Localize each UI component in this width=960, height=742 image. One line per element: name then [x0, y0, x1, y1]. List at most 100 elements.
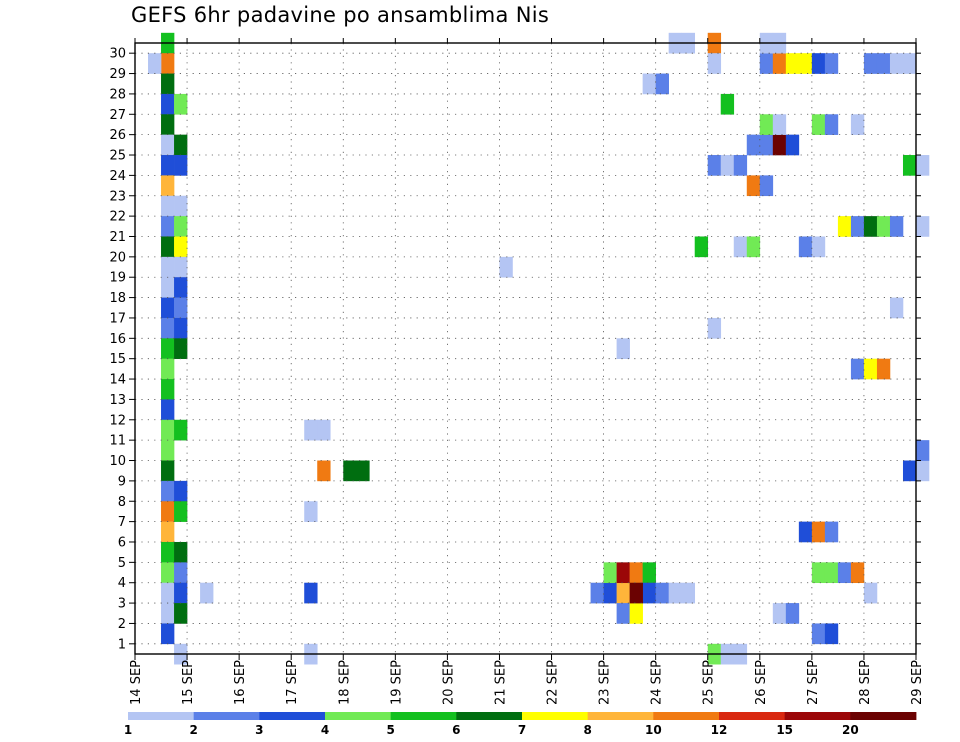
heatmap-cell: [174, 256, 188, 278]
heatmap-cell: [772, 114, 787, 135]
heatmap-cell: [863, 582, 878, 604]
x-tick-label: 14 SEP: [129, 660, 144, 705]
heatmap-cell: [916, 440, 930, 461]
heatmap-cell: [850, 114, 865, 135]
heatmap-cell: [161, 195, 175, 217]
x-tick-label: 27 SEP: [806, 660, 821, 705]
y-tick-label: 14: [109, 373, 126, 388]
colorbar-swatch: [456, 712, 523, 720]
heatmap-cell: [148, 53, 162, 74]
y-tick-label: 27: [109, 108, 126, 123]
y-tick-label: 8: [118, 495, 126, 510]
heatmap-cell: [161, 358, 175, 380]
heatmap-cell: [850, 358, 865, 380]
heatmap-cell: [174, 134, 188, 156]
x-tick-label: 29 SEP: [910, 660, 925, 705]
heatmap-cell: [161, 277, 175, 298]
heatmap-cell: [772, 134, 787, 156]
x-tick-label: 26 SEP: [754, 660, 769, 705]
heatmap-cell: [811, 114, 826, 135]
heatmap-cell: [200, 582, 214, 604]
heatmap-cell: [772, 53, 787, 74]
heatmap-cell: [174, 317, 188, 339]
heatmap-cell: [759, 53, 774, 74]
heatmap-cell: [642, 562, 656, 584]
heatmap-cell: [916, 155, 930, 176]
heatmap-cell: [174, 419, 188, 441]
colorbar-swatch: [522, 712, 589, 720]
heatmap-cell: [850, 562, 865, 584]
heatmap-cell: [616, 582, 630, 604]
y-tick-label: 6: [118, 535, 126, 550]
y-tick-label: 10: [109, 454, 126, 469]
heatmap-cell: [174, 480, 188, 502]
x-tick-label: 15 SEP: [181, 660, 196, 705]
colorbar-label: 7: [518, 723, 526, 737]
colorbar-swatch: [128, 712, 195, 720]
heatmap-cell: [668, 582, 682, 604]
heatmap-cell: [174, 603, 188, 624]
heatmap-cell: [798, 53, 813, 74]
heatmap-cell: [811, 562, 826, 584]
heatmap-cell: [629, 562, 643, 584]
heatmap-cell: [759, 175, 774, 197]
heatmap-cell: [356, 460, 370, 482]
colorbar-label: 1: [124, 723, 132, 737]
y-tick-label: 18: [109, 291, 126, 306]
heatmap-cell: [785, 603, 800, 624]
x-tick-label: 17 SEP: [285, 660, 300, 705]
colorbar-label: 6: [452, 723, 460, 737]
heatmap-cell: [916, 460, 930, 482]
heatmap-cell: [707, 53, 722, 74]
heatmap-cell: [655, 582, 669, 604]
heatmap-cell: [785, 53, 800, 74]
heatmap-cell: [863, 216, 878, 237]
heatmap-cell: [161, 53, 175, 74]
heatmap-cell: [161, 93, 175, 115]
heatmap-cell: [824, 623, 839, 645]
colorbar-swatch: [719, 712, 786, 720]
heatmap-cell: [174, 562, 188, 584]
heatmap-cell: [603, 562, 617, 584]
x-tick-label: 19 SEP: [389, 660, 404, 705]
heatmap-cell: [798, 236, 813, 258]
colorbar-swatch: [653, 712, 720, 720]
y-tick-label: 23: [109, 189, 126, 204]
heatmap-cell: [798, 521, 813, 543]
heatmap-cell: [707, 317, 722, 339]
y-tick-label: 12: [109, 413, 126, 428]
x-tick-label: 24 SEP: [650, 660, 665, 705]
heatmap-cell: [655, 73, 669, 95]
y-tick-label: 29: [109, 67, 126, 82]
x-tick-label: 18 SEP: [337, 660, 352, 705]
heatmap-cell: [616, 562, 630, 584]
y-tick-label: 21: [109, 230, 126, 245]
colorbar-label: 8: [583, 723, 591, 737]
colorbar-swatch: [784, 712, 851, 720]
heatmap-cell: [733, 236, 748, 258]
heatmap-cell: [746, 175, 761, 197]
heatmap-cell: [902, 53, 917, 74]
heatmap-cell: [174, 541, 188, 563]
y-tick-label: 2: [118, 617, 126, 632]
heatmap-cell: [304, 419, 318, 441]
heatmap-cell: [161, 379, 175, 400]
y-tick-label: 20: [109, 250, 126, 265]
heatmap-cell: [304, 582, 318, 604]
heatmap-cell: [161, 582, 175, 604]
heatmap-cell: [161, 114, 175, 135]
colorbar-label: 2: [189, 723, 197, 737]
heatmap-cell: [161, 399, 175, 421]
colorbar-label: 10: [645, 723, 662, 737]
heatmap-cell: [850, 216, 865, 237]
heatmap-cell: [720, 93, 735, 115]
y-tick-label: 7: [118, 515, 126, 530]
heatmap-cell: [720, 155, 735, 176]
heatmap-cell: [317, 419, 331, 441]
heatmap-cell: [590, 582, 604, 604]
heatmap-cell: [746, 236, 761, 258]
heatmap-cell: [916, 216, 930, 237]
heatmap-cell: [837, 562, 852, 584]
y-tick-label: 4: [118, 576, 126, 591]
heatmap-cell: [161, 338, 175, 359]
